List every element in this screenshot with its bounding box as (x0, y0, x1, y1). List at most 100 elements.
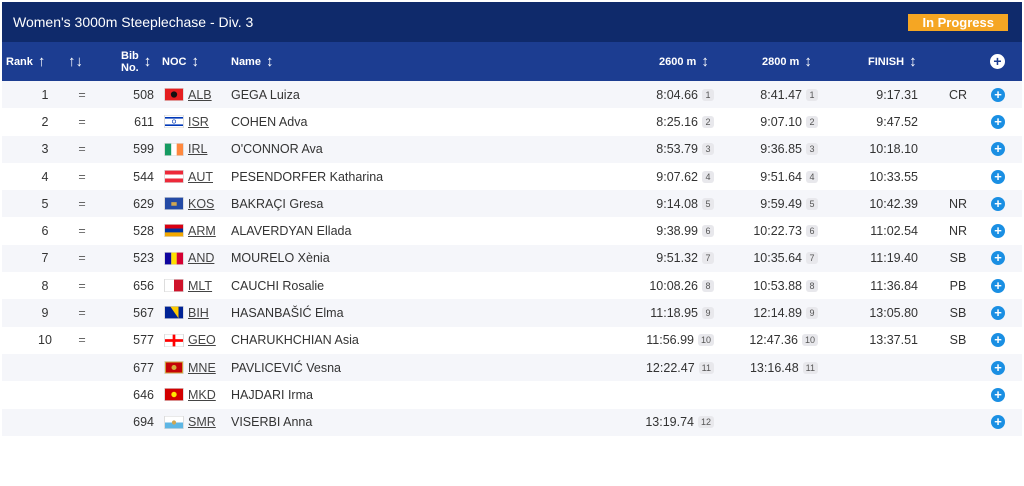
plus-circle-icon: + (991, 251, 1005, 266)
record-badge (942, 136, 974, 163)
noc-link[interactable]: KOS (188, 196, 215, 211)
split-2600-cell: 11:18.95 9 (598, 299, 714, 326)
flag-mne-icon (164, 360, 184, 374)
split-2800-cell: 9:36.85 3 (702, 136, 818, 163)
finish-time-cell: 13:37.51 (869, 333, 918, 348)
noc-link[interactable]: BIH (188, 306, 209, 321)
athlete-name-link[interactable]: PESENDORFER Katharina (231, 169, 384, 184)
split-2600-cell: 8:53.79 3 (598, 136, 714, 163)
sort-2800-header[interactable]: 2800 m ↕ (762, 42, 812, 81)
rank-cell: 6 (41, 224, 49, 239)
finish-time-cell: 9:17.31 (876, 87, 918, 102)
athlete-name-link[interactable]: ALAVERDYAN Ellada (231, 224, 352, 239)
results-table-body: 1 = 508 ALB GEGA Luiza 8:04.66 1 8:41.47 1 9:17.3… (2, 81, 1022, 436)
expand-row-button[interactable]: + (990, 136, 1006, 163)
rank-cell: 5 (41, 196, 49, 211)
split-2800-cell (702, 409, 818, 436)
noc-link[interactable]: GEO (188, 333, 216, 348)
expand-row-button[interactable]: + (990, 245, 1006, 272)
sort-ascending-icon: ↑ (37, 53, 46, 70)
noc-link[interactable]: AND (188, 251, 215, 266)
sort-finish-header[interactable]: FINISH ↕ (868, 42, 917, 81)
sort-bib-header[interactable]: Bib No. ↕ (121, 42, 151, 81)
sort-rank-header[interactable]: Rank ↑ (6, 42, 45, 81)
split-2600-position-badge: 5 (702, 197, 714, 210)
noc-link[interactable]: MKD (188, 387, 216, 402)
athlete-name-link[interactable]: VISERBI Anna (231, 415, 313, 430)
split-2600-time: 13:19.74 (645, 415, 694, 430)
expand-row-button[interactable]: + (990, 299, 1006, 326)
noc-link[interactable]: ARM (188, 224, 216, 239)
athlete-name-link[interactable]: PAVLICEVIĆ Vesna (231, 360, 342, 375)
split-2800-time: 8:41.47 (760, 87, 802, 102)
expand-row-button[interactable]: + (990, 190, 1006, 217)
rank-cell (30, 409, 60, 436)
flag-geo-icon (164, 333, 184, 347)
athlete-name-link[interactable]: MOURELO Xènia (231, 251, 330, 266)
record-badge: SB (949, 251, 967, 266)
athlete-name-link[interactable]: O'CONNOR Ava (231, 142, 323, 157)
expand-row-button[interactable]: + (990, 108, 1006, 135)
expand-row-button[interactable]: + (990, 381, 1006, 408)
rank-change-cell (74, 381, 90, 408)
expand-row-button[interactable]: + (990, 217, 1006, 244)
split-2600-time: 11:56.99 (646, 333, 694, 348)
athlete-name-link[interactable]: COHEN Adva (231, 114, 308, 129)
noc-link[interactable]: SMR (188, 415, 216, 430)
bib-cell: 694 (133, 415, 154, 430)
noc-link[interactable]: ALB (188, 87, 212, 102)
split-2600-position-badge: 10 (697, 334, 714, 347)
noc-link[interactable]: ISR (188, 114, 209, 129)
rank-cell: 8 (41, 278, 49, 293)
split-2600-column-label: 2600 m (659, 55, 697, 68)
expand-all-button[interactable]: + (990, 42, 1005, 81)
athlete-name-link[interactable]: HASANBAŠIĆ Elma (231, 306, 344, 321)
split-2800-position-badge: 6 (806, 225, 818, 238)
sort-2600-header[interactable]: 2600 m ↕ (659, 42, 709, 81)
sort-icon: ↕ (265, 53, 274, 70)
athlete-name-link[interactable]: CAUCHI Rosalie (231, 278, 325, 293)
split-2600-position-badge: 3 (702, 143, 714, 156)
sort-noc-header[interactable]: NOC ↕ (162, 42, 199, 81)
table-row: 4 = 544 AUT PESENDORFER Katharina 9:07.62 4 9:5… (2, 162, 1022, 191)
table-row: 646 MKD HAJDARI Irma + (2, 381, 1022, 409)
table-row: 677 MNE PAVLICEVIĆ Vesna 12:22.47 11 13:16.48… (2, 353, 1022, 382)
noc-link[interactable]: MNE (188, 360, 216, 375)
bib-cell: 523 (133, 251, 154, 266)
expand-row-button[interactable]: + (990, 354, 1006, 381)
expand-row-button[interactable]: + (990, 272, 1006, 299)
noc-link[interactable]: MLT (188, 278, 213, 293)
expand-row-button[interactable]: + (990, 81, 1006, 108)
expand-row-button[interactable]: + (990, 327, 1006, 354)
record-badge: NR (948, 224, 968, 239)
athlete-name-link[interactable]: BAKRAÇI Gresa (231, 196, 324, 211)
expand-row-button[interactable]: + (990, 409, 1006, 436)
split-2800-position-badge: 1 (806, 88, 818, 101)
plus-circle-icon: + (991, 387, 1005, 402)
split-2800-cell: 8:41.47 1 (702, 81, 818, 108)
athlete-name-link[interactable]: HAJDARI Irma (231, 387, 313, 402)
split-2600-position-badge: 2 (702, 115, 714, 128)
sort-rank-change-header[interactable]: ↑↓ (68, 42, 83, 81)
table-row: 6 = 528 ARM ALAVERDYAN Ellada 9:38.99 6 10:22.7… (2, 217, 1022, 245)
split-2800-position-badge: 2 (806, 115, 818, 128)
noc-link[interactable]: IRL (188, 142, 208, 157)
noc-link[interactable]: AUT (188, 169, 213, 184)
rank-cell: 2 (41, 114, 49, 129)
athlete-name-link[interactable]: CHARUKHCHIAN Asia (231, 333, 359, 348)
noc-column-label: NOC (162, 55, 187, 68)
sort-icon: ↕ (191, 53, 199, 70)
split-2600-time: 9:38.99 (656, 224, 698, 239)
sort-name-header[interactable]: Name ↕ (231, 42, 273, 81)
record-badge: SB (949, 306, 967, 321)
record-badge (942, 409, 974, 436)
expand-row-button[interactable]: + (990, 163, 1006, 190)
split-2600-position-badge: 11 (698, 361, 714, 374)
record-badge (942, 108, 974, 135)
athlete-name-link[interactable]: GEGA Luiza (231, 87, 300, 102)
rank-cell (30, 354, 60, 381)
rank-cell: 3 (41, 142, 49, 157)
table-row: 694 SMR VISERBI Anna 13:19.74 12 + (2, 408, 1022, 436)
bib-column-label: Bib No. (121, 50, 139, 74)
split-2800-position-badge: 4 (806, 170, 818, 183)
